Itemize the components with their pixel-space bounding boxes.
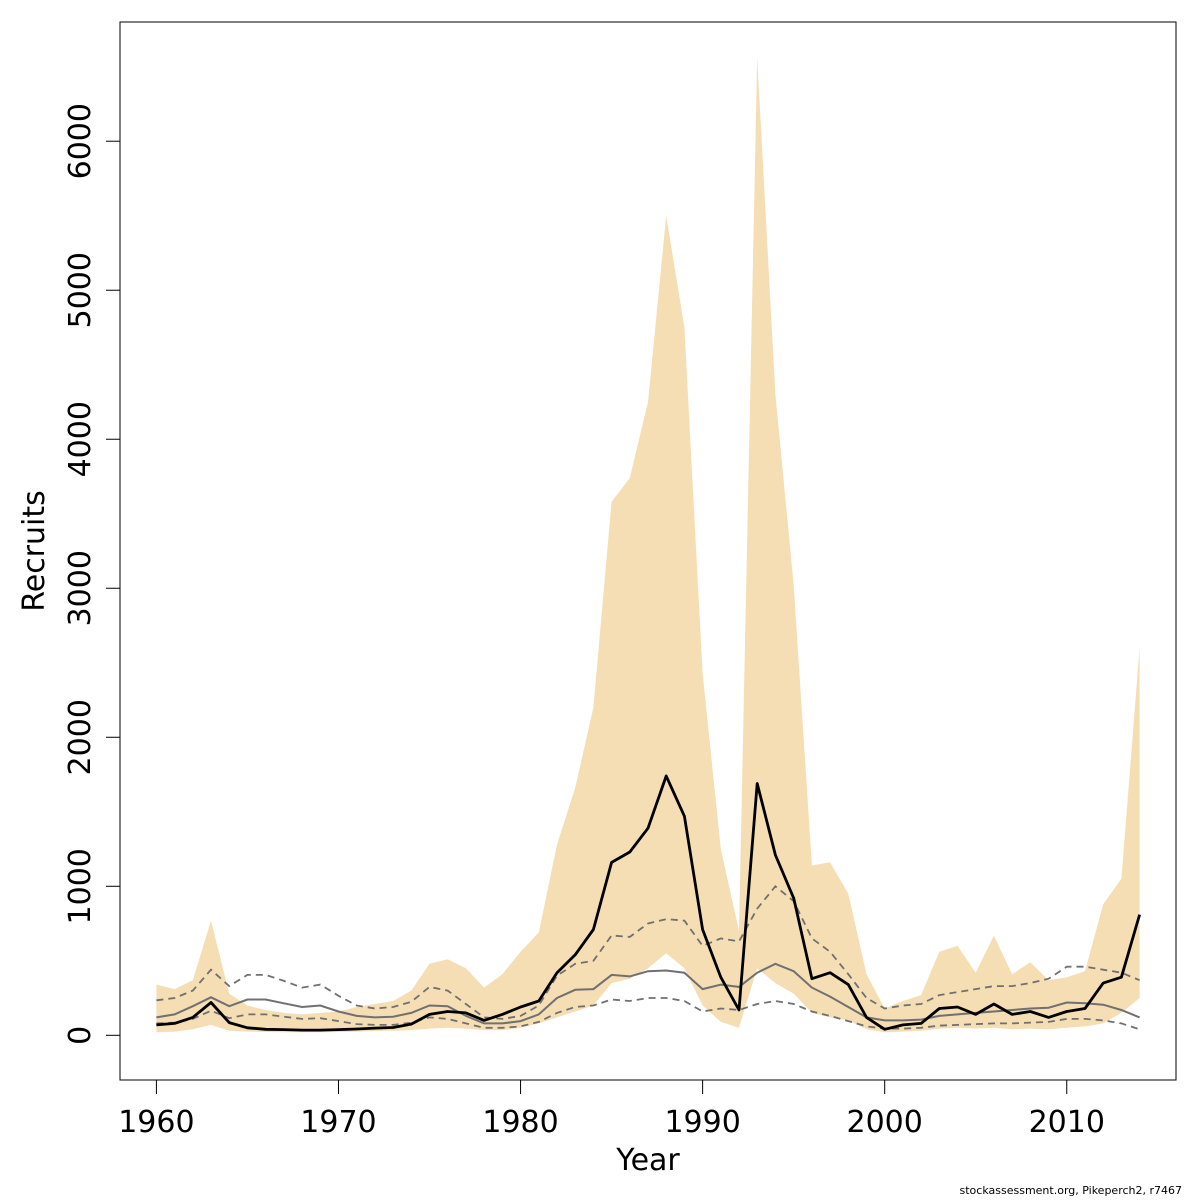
y-tick-label: 5000: [63, 252, 98, 328]
y-tick-label: 2000: [63, 699, 98, 775]
secondary-upper-dashed-line: [156, 885, 1140, 1020]
estimate-series-line: [156, 774, 1141, 1032]
confidence-band: [156, 57, 1140, 1033]
x-tick-label: 2010: [1029, 1105, 1105, 1140]
y-tick-label: 6000: [63, 103, 98, 179]
x-axis: 1960 1970 1980 1990 2000 2010: [118, 1079, 1105, 1140]
x-tick-label: 1960: [118, 1105, 194, 1140]
x-tick-label: 2000: [847, 1105, 923, 1140]
x-tick-label: 1970: [300, 1105, 376, 1140]
y-tick-label: 3000: [63, 550, 98, 626]
y-tick-label: 1000: [63, 848, 98, 924]
credit-text: stockassessment.org, Pikeperch2, r7467: [960, 1184, 1182, 1197]
confidence-band-layer: [156, 57, 1140, 1033]
y-tick-label: 0: [63, 1026, 98, 1045]
y-tick-label: 4000: [63, 401, 98, 477]
series-lines-layer: [156, 774, 1141, 1032]
y-axis: 0 1000 2000 3000 4000 5000 6000: [63, 103, 121, 1045]
secondary-lower-dashed-line: [156, 997, 1140, 1031]
x-axis-title: Year: [615, 1143, 680, 1178]
x-tick-label: 1990: [664, 1105, 740, 1140]
y-axis-title: Recruits: [17, 490, 52, 612]
x-tick-label: 1980: [482, 1105, 558, 1140]
